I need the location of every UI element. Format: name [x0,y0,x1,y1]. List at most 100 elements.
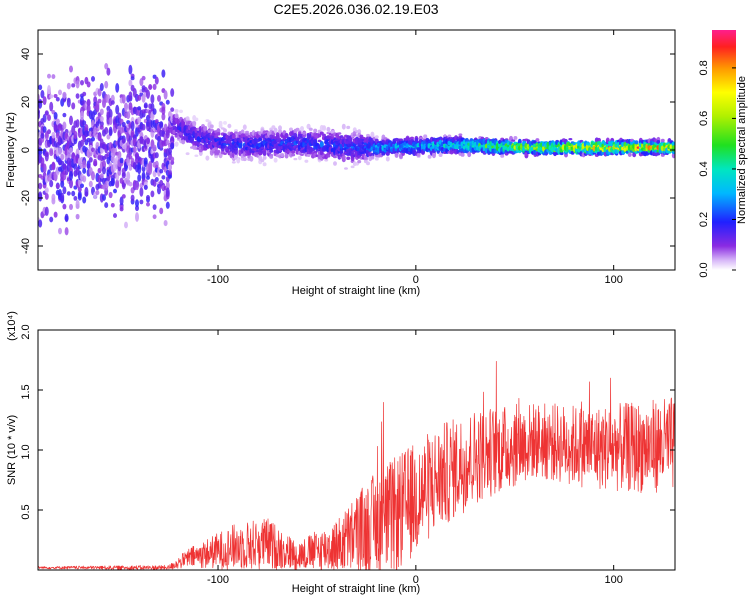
spectrogram-cell [51,193,56,202]
spectrogram-cell [423,134,428,138]
spectrogram-cell [278,129,282,134]
spectrogram-cell [163,220,168,227]
spectrogram-cell [69,203,73,210]
spectrogram-xtick-label: -100 [207,274,229,286]
spectrogram-cell [97,98,102,104]
spectrogram-cell [273,157,278,163]
spectrogram-cell [165,99,170,105]
spectrogram-cell [82,175,87,183]
spectrogram-cell [115,82,120,93]
spectrogram-cell [117,150,122,160]
spectrogram-cell [141,171,146,182]
spectrogram-cell [139,78,144,87]
spectrogram-cell [179,131,183,136]
spectrogram-cell [234,149,238,155]
spectrogram-cell [53,93,58,99]
colorbar-gradient [712,30,736,270]
spectrogram-cell [291,153,296,157]
spectrogram-cell [231,161,236,164]
spectrogram-cell [170,156,175,162]
spectrogram-cell [146,175,150,180]
spectrogram-cell [69,65,73,73]
spectrogram-cell [302,131,307,135]
spectrogram-cell [121,194,126,199]
spectrogram-cell [236,157,241,164]
snr-ytick-label: 0.5 [20,504,32,519]
spectrogram-cell [75,213,80,220]
spectrogram-cell [71,83,76,88]
spectrogram-cell [143,184,148,190]
spectrogram-cell [460,152,465,157]
spectrogram-cell [559,152,564,156]
spectrogram-cell [150,94,155,104]
spectrogram-cell [82,167,87,174]
spectrogram-cell [223,128,227,133]
spectrogram-cell [124,102,128,112]
spectrogram-cell [269,155,274,159]
spectrogram-cell [146,195,150,200]
colorbar-tick-label: 0.8 [698,60,710,75]
spectrogram-cell [438,152,443,158]
spectrogram-cell [634,140,639,145]
spectrogram-cell [104,80,109,89]
spectrogram-cell [242,157,247,162]
spectrogram-cell [381,152,386,156]
spectrogram-cell [161,113,166,121]
spectrogram-cell [47,73,51,79]
spectrogram-cell [132,146,137,153]
spectrogram-cell [671,145,675,148]
spectrogram-cell [262,155,267,160]
spectrogram-cell [152,144,157,152]
spectrogram-cell [260,158,265,163]
spectrogram-cell [77,186,82,193]
spectrogram-cell [64,213,69,223]
spectrogram-cell [223,120,227,125]
spectrogram-cell [66,191,71,196]
spectrogram-cell [95,189,100,196]
spectrogram-cell [44,152,49,162]
spectrogram-cell [110,100,115,105]
spectrogram-cell [216,149,221,153]
spectrogram-cell [91,136,95,142]
spectrogram-cell [291,150,296,154]
spectrogram-cell [284,133,289,139]
spectrogram-cell [154,177,159,183]
spectrogram-cell [308,127,313,131]
spectrogram-cell [223,152,227,156]
spectrogram-cell [344,167,348,170]
spectrogram-cell [656,139,661,144]
spectrogram-cell [104,126,109,135]
spectrogram-cell [152,204,157,210]
spectrogram-cell [126,157,131,166]
spectrogram-cell [333,155,337,159]
spectrogram-cell [262,150,267,157]
spectrogram-cell [141,94,146,103]
spectrogram-cell [174,141,179,147]
spectrogram-cell [194,154,199,158]
spectrogram-cell [458,133,463,137]
spectrogram-cell [143,102,148,109]
spectrogram-cell [137,94,142,101]
spectrogram-cell [322,126,326,131]
spectrogram-cell [181,139,186,145]
spectrogram-cell [150,190,155,198]
spectrogram-cell [93,158,98,166]
spectrogram-cell [157,166,161,177]
spectrogram-cell [42,163,47,174]
snr-xtick-label: -100 [207,574,229,586]
spectrogram-cell [341,123,346,130]
spectrogram-cell [660,138,665,143]
snr-xtick-label: 100 [604,574,622,586]
spectrogram-cell [262,162,267,167]
spectrogram-cell [42,126,47,133]
spectrogram-cell [238,143,243,147]
spectrogram-cell [289,127,293,132]
spectrogram-cell [60,192,65,202]
spectrogram-cell [88,156,93,163]
spectrogram-cell [152,108,157,115]
spectrogram-cell [53,211,58,218]
spectrogram-cell [47,114,51,121]
spectrogram-cell [84,123,89,133]
spectrogram-cell [416,152,421,157]
snr-ylabel: SNR (10 * v/v) [6,415,18,485]
